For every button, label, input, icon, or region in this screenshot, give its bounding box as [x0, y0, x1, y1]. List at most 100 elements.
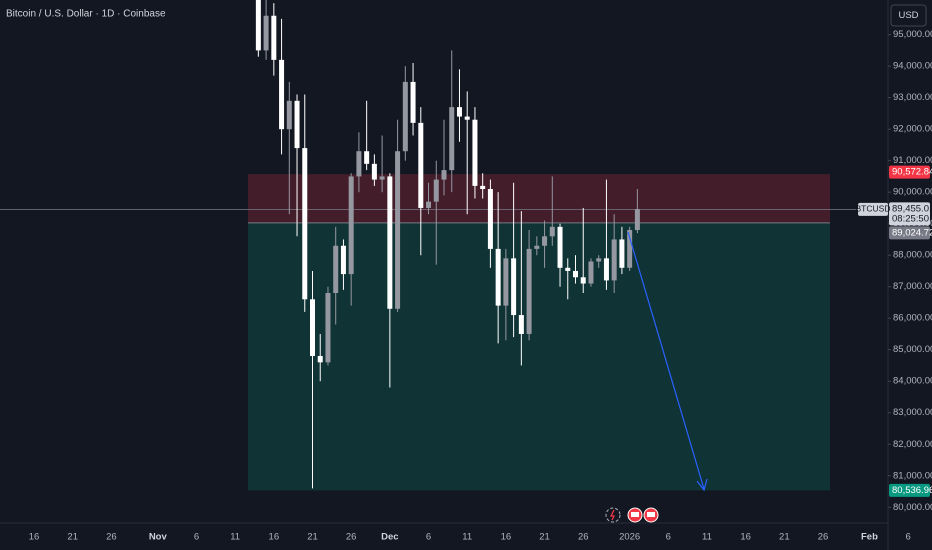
candle-body [449, 107, 455, 171]
candle-body [472, 119, 478, 186]
x-tick-label: Dec [381, 532, 398, 543]
candle-body [634, 209, 640, 230]
event-icons [605, 507, 659, 523]
candle-body [271, 15, 277, 60]
x-tick-label: 2026 [619, 532, 640, 543]
candle-body [596, 258, 602, 262]
candle-body [487, 189, 493, 249]
y-tick-label: 93,000.00 [893, 92, 932, 103]
x-tick-label: 21 [67, 532, 78, 543]
candle-body [542, 236, 548, 246]
x-tick-label: Feb [861, 532, 878, 543]
event-icon-glyph [647, 512, 655, 517]
candle-body [302, 148, 308, 300]
entry-price-label-box [889, 226, 930, 240]
candle-body [356, 151, 362, 177]
currency-button[interactable] [890, 4, 927, 27]
x-tick-label: 6 [194, 532, 199, 543]
x-tick-label: 21 [779, 532, 790, 543]
candle-body [387, 176, 393, 309]
x-tick-label: 26 [818, 532, 829, 543]
x-tick-label: 16 [29, 532, 40, 543]
x-tick-label: 26 [346, 532, 357, 543]
target-price-label-box [889, 483, 930, 497]
candle-body [588, 261, 594, 284]
stop-price-label: 90,572.84 [892, 167, 932, 178]
candle-body [310, 299, 316, 357]
candle-body [557, 226, 563, 268]
price-labels: 90,572.84 89,024.72 80,536.96 89,455.0108:2… [856, 165, 932, 497]
countdown-label: 08:25:50 [892, 213, 929, 224]
candle-body [395, 151, 401, 309]
y-tick-label: 85,000.00 [893, 344, 932, 355]
candle-body [418, 122, 424, 208]
candle-body [611, 239, 617, 281]
y-tick-label: 94,000.00 [893, 61, 932, 72]
last-price-label: 89,455.01 [892, 203, 932, 214]
event-icon[interactable] [605, 507, 621, 523]
arrow-head [696, 478, 708, 492]
candle-body [255, 0, 261, 51]
x-tick-label: 11 [462, 532, 472, 543]
candle-body [340, 245, 346, 275]
x-tick-label: 16 [269, 532, 280, 543]
y-tick-label: 95,000.00 [893, 29, 932, 40]
last-price-box [889, 202, 930, 226]
candle-body [410, 81, 416, 123]
candle-body [279, 59, 285, 130]
x-tick-label: 11 [230, 532, 240, 543]
candle-body [565, 267, 571, 271]
x-tick-label: 21 [539, 532, 550, 543]
candle-body [263, 15, 269, 51]
chart-title: Bitcoin / U.S. Dollar · 1D · Coinbase [6, 9, 166, 20]
entry-price-label: 89,024.72 [892, 227, 932, 238]
y-tick-label: 92,000.00 [893, 124, 932, 135]
candle-body [511, 258, 517, 316]
x-tick-label: 6 [426, 532, 431, 543]
candle-body [503, 258, 509, 306]
candle-body [495, 248, 501, 306]
currency-label: USD [898, 10, 918, 21]
x-tick-label: Nov [149, 532, 168, 543]
x-tick-label: 16 [501, 532, 512, 543]
x-tick-label: 11 [702, 532, 712, 543]
stop-price-label-box [889, 165, 930, 179]
y-tick-label: 91,000.00 [893, 155, 932, 166]
event-icon-glyph [631, 512, 639, 517]
y-tick-label: 88,000.00 [893, 250, 932, 261]
y-tick-label: 84,000.00 [893, 376, 932, 387]
candle-body [518, 315, 524, 334]
candle-body [619, 239, 625, 268]
symbol-label: BTCUSD [856, 204, 891, 214]
x-tick-label: 6 [905, 532, 910, 543]
candle-body [348, 176, 354, 275]
y-tick-label: 86,000.00 [893, 313, 932, 324]
candle-body [464, 116, 470, 120]
y-tick-label: 81,000.00 [893, 470, 932, 481]
y-tick-label: 80,000.00 [893, 502, 932, 513]
candle-body [317, 356, 323, 363]
candle-body [627, 229, 633, 268]
candles [255, 0, 640, 489]
x-tick-label: 26 [106, 532, 117, 543]
candle-body [426, 201, 432, 208]
candle-body [286, 100, 292, 130]
candle-body [294, 100, 300, 149]
event-icon-glyph [609, 509, 616, 521]
candle-body [480, 185, 486, 190]
x-tick-label: 16 [740, 532, 751, 543]
y-tick-label: 90,000.00 [893, 187, 932, 198]
candle-body [441, 170, 447, 180]
candle-body [371, 163, 377, 180]
candle-body [456, 107, 462, 117]
candle-body [333, 245, 339, 294]
candle-body [603, 258, 609, 281]
candle-body [402, 81, 408, 152]
x-tick-label: 6 [666, 532, 671, 543]
candle-body [379, 176, 385, 180]
x-tick-label: 26 [578, 532, 589, 543]
candle-body [572, 270, 578, 278]
candle-body [364, 151, 370, 164]
